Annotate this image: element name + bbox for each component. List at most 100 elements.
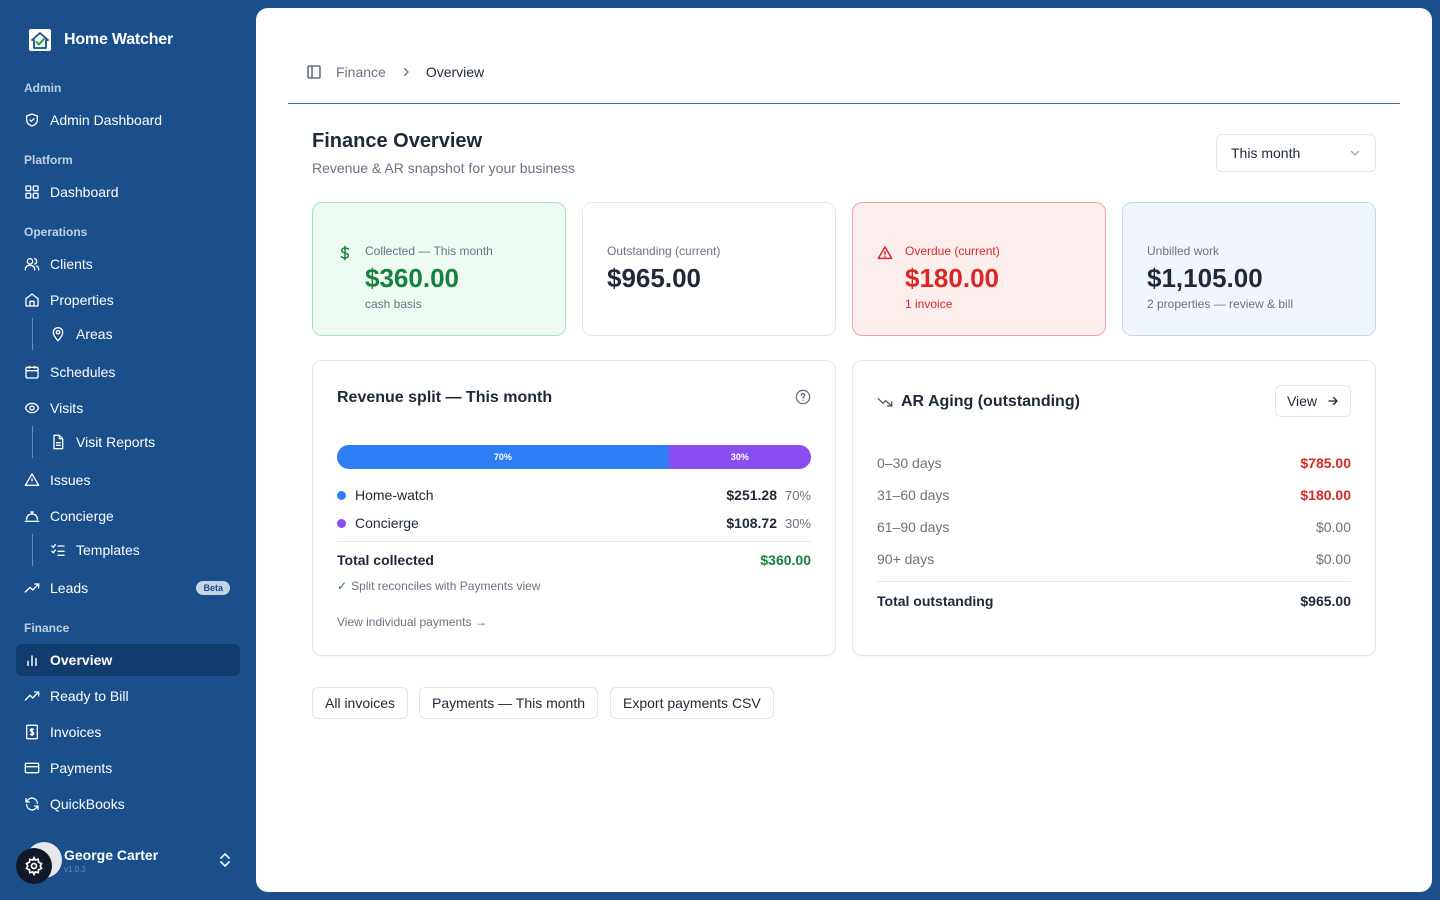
sidebar: Home Watcher Admin Admin Dashboard Platf…: [0, 0, 256, 900]
sidebar-item-label: Visit Reports: [76, 434, 156, 450]
total-collected-label: Total collected: [337, 552, 434, 568]
stat-value: $965.00: [607, 263, 701, 293]
reconcile-note: ✓ Split reconciles with Payments view: [337, 579, 540, 593]
chevron-down-icon: [1350, 150, 1360, 156]
map-pin-icon: [52, 326, 64, 342]
trending-up-icon: [24, 691, 40, 701]
aging-bucket-label: 31–60 days: [877, 487, 950, 503]
stat-label: Overdue (current): [905, 244, 1000, 258]
settings-button[interactable]: [16, 848, 52, 884]
stat-card-collected: Collected — This month $360.00 cash basi…: [312, 202, 566, 336]
brand[interactable]: Home Watcher: [28, 28, 173, 52]
chevron-right-icon: [403, 67, 409, 77]
sidebar-item-clients[interactable]: Clients: [16, 248, 240, 280]
sidebar-item-label: Payments: [50, 760, 113, 776]
split-row-name: Home-watch: [355, 487, 434, 503]
sidebar-item-ready-to-bill[interactable]: Ready to Bill: [16, 680, 240, 712]
split-row-percent: 70%: [784, 487, 811, 503]
section-platform: Platform: [24, 153, 73, 167]
header-divider: [288, 103, 1400, 104]
concierge-bell-icon: [24, 511, 40, 522]
stat-value: $1,105.00: [1147, 263, 1263, 293]
export-payments-csv-button[interactable]: Export payments CSV: [610, 687, 774, 719]
sidebar-item-dashboard[interactable]: Dashboard: [16, 176, 240, 208]
aging-row: 0–30 days $785.00: [877, 455, 1351, 471]
sidebar-item-payments[interactable]: Payments: [16, 752, 240, 784]
aging-bucket-label: 0–30 days: [877, 455, 942, 471]
sidebar-item-visits[interactable]: Visits: [16, 392, 240, 424]
reconcile-text: Split reconciles with Payments view: [351, 579, 541, 593]
sidebar-item-quickbooks[interactable]: QuickBooks: [16, 788, 240, 820]
arrow-right-icon: →: [474, 615, 487, 629]
stat-note: cash basis: [365, 297, 422, 311]
shield-check-icon: [26, 113, 38, 127]
app-version: v1.0.3: [64, 865, 86, 874]
alert-triangle-icon: [24, 473, 40, 486]
split-row-concierge: Concierge $108.72 30%: [337, 513, 811, 533]
aging-bucket-value: $0.00: [1315, 519, 1351, 535]
legend-dot: [337, 490, 346, 500]
ar-aging-title: AR Aging (outstanding): [901, 393, 1080, 410]
sidebar-item-issues[interactable]: Issues: [16, 464, 240, 496]
sidebar-item-label: Properties: [50, 292, 114, 308]
sidebar-item-label: Dashboard: [50, 184, 119, 200]
sidebar-item-label: Admin Dashboard: [50, 112, 163, 128]
aging-bucket-label: 90+ days: [877, 551, 935, 567]
all-invoices-button[interactable]: All invoices: [312, 687, 409, 719]
aging-row: 90+ days $0.00: [877, 551, 1351, 567]
trending-up-icon: [24, 583, 40, 593]
breadcrumb-overview: Overview: [425, 64, 485, 80]
chevrons-up-down-icon: [220, 853, 230, 867]
subnav-line: [32, 426, 33, 458]
breadcrumb-finance[interactable]: Finance: [336, 64, 386, 80]
sidebar-item-admin-dashboard[interactable]: Admin Dashboard: [16, 104, 240, 136]
split-row-percent: 30%: [784, 515, 811, 531]
divider: [877, 581, 1351, 582]
payments-this-month-button[interactable]: Payments — This month: [419, 687, 599, 719]
ar-aging-panel: AR Aging (outstanding) View 0–30 days $7…: [852, 360, 1376, 656]
revenue-split-title: Revenue split — This month: [337, 389, 553, 406]
home-watcher-logo-icon: [29, 29, 51, 51]
sidebar-item-concierge[interactable]: Concierge: [16, 500, 240, 532]
section-operations: Operations: [24, 225, 88, 239]
split-segment-home-watch: 70%: [337, 445, 669, 469]
sidebar-item-templates[interactable]: Templates: [42, 534, 240, 566]
sidebar-item-leads[interactable]: Leads Beta: [16, 572, 240, 604]
trending-down-icon: [877, 398, 893, 407]
credit-card-icon: [24, 762, 40, 774]
period-select[interactable]: This month: [1216, 134, 1376, 172]
sidebar-item-invoices[interactable]: Invoices: [16, 716, 240, 748]
view-individual-payments-link[interactable]: View individual payments →: [337, 615, 487, 629]
sidebar-item-label: Schedules: [50, 364, 116, 380]
user-menu[interactable]: George Carter v1.0.3: [16, 836, 240, 884]
sidebar-item-label: Areas: [76, 326, 113, 342]
split-segment-concierge: 30%: [668, 445, 811, 469]
sidebar-item-visit-reports[interactable]: Visit Reports: [42, 426, 240, 458]
beta-badge: Beta: [196, 581, 230, 595]
sidebar-item-label: Ready to Bill: [50, 688, 129, 704]
sidebar-item-schedules[interactable]: Schedules: [16, 356, 240, 388]
sidebar-item-label: Leads: [50, 580, 89, 596]
sidebar-item-label: Concierge: [50, 508, 114, 524]
section-finance: Finance: [24, 621, 70, 635]
sidebar-toggle-icon[interactable]: [306, 64, 322, 80]
sidebar-item-overview[interactable]: Overview: [16, 644, 240, 676]
total-outstanding-label: Total outstanding: [877, 593, 994, 609]
main-panel: Finance Overview Finance Overview Revenu…: [256, 8, 1432, 892]
file-text-icon: [53, 434, 64, 450]
stat-value: $360.00: [365, 263, 459, 293]
app-name: Home Watcher: [64, 31, 174, 48]
help-circle-icon[interactable]: [795, 389, 811, 405]
ar-aging-view-button[interactable]: View: [1275, 385, 1351, 417]
calendar-icon: [25, 366, 39, 379]
sidebar-item-label: Invoices: [50, 724, 102, 740]
view-link-label: View individual payments: [337, 615, 472, 629]
sidebar-item-label: QuickBooks: [50, 796, 125, 812]
eye-icon: [24, 402, 40, 414]
stat-label: Unbilled work: [1147, 244, 1220, 258]
bar-chart-icon: [27, 655, 37, 667]
stat-card-overdue: Overdue (current) $180.00 1 invoice: [852, 202, 1106, 336]
sidebar-item-properties[interactable]: Properties: [16, 284, 240, 316]
split-row-amount: $251.28: [726, 487, 777, 503]
sidebar-item-areas[interactable]: Areas: [42, 318, 240, 350]
